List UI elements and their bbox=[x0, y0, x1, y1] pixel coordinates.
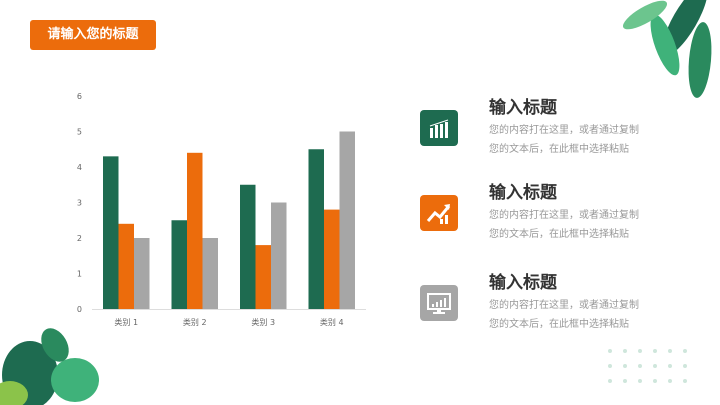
x-tick-label: 类别 4 bbox=[320, 317, 344, 327]
bar bbox=[202, 238, 218, 309]
bar bbox=[171, 220, 187, 309]
y-tick-label: 0 bbox=[77, 305, 82, 314]
bar bbox=[339, 131, 355, 309]
item-title: 输入标题 bbox=[489, 183, 557, 203]
bar bbox=[308, 149, 324, 309]
dot bbox=[623, 349, 627, 353]
item-text: 您的内容打在这里，或者通过复制 您的文本后，在此框中选择粘贴 bbox=[489, 210, 639, 240]
dot bbox=[683, 364, 687, 368]
bar bbox=[118, 223, 134, 309]
dot bbox=[683, 349, 687, 353]
x-tick-label: 类别 2 bbox=[183, 317, 207, 327]
dot bbox=[653, 379, 657, 383]
feature-item: 输入标题 您的内容打在这里，或者通过复制 您的文本后，在此框中选择粘贴 bbox=[420, 178, 680, 258]
item-text: 您的内容打在这里，或者通过复制 您的文本后，在此框中选择粘贴 bbox=[489, 125, 639, 155]
x-tick-label: 类别 3 bbox=[251, 317, 275, 327]
leaves-top-right bbox=[622, 0, 712, 98]
dot bbox=[608, 364, 612, 368]
item-title: 输入标题 bbox=[489, 273, 557, 293]
bar bbox=[271, 202, 287, 309]
dot bbox=[638, 364, 642, 368]
dot bbox=[668, 379, 672, 383]
trend-up-icon bbox=[420, 195, 458, 231]
dot bbox=[683, 379, 687, 383]
monitor-chart-icon bbox=[420, 285, 458, 321]
item-title: 输入标题 bbox=[489, 98, 557, 118]
leaves-bottom-left bbox=[0, 328, 99, 405]
dot bbox=[608, 349, 612, 353]
slide-title: 请输入您的标题 bbox=[30, 20, 156, 50]
y-tick-label: 3 bbox=[77, 199, 82, 208]
bar bbox=[187, 152, 203, 309]
bar bbox=[324, 209, 340, 309]
dot bbox=[638, 379, 642, 383]
y-tick-label: 5 bbox=[77, 128, 82, 137]
dot bbox=[638, 349, 642, 353]
feature-item: 输入标题 您的内容打在这里，或者通过复制 您的文本后，在此框中选择粘贴 bbox=[420, 93, 680, 173]
bar bbox=[134, 238, 150, 309]
dot bbox=[668, 364, 672, 368]
y-tick-label: 2 bbox=[77, 234, 82, 243]
x-tick-label: 类别 1 bbox=[114, 317, 138, 327]
bar bbox=[103, 156, 119, 309]
dot bbox=[623, 364, 627, 368]
dot bbox=[653, 364, 657, 368]
bar-chart: 0 1 2 3 4 5 6 类别 1 类别 2 类别 3 类别 4 bbox=[77, 92, 366, 327]
dot bbox=[623, 379, 627, 383]
dot bbox=[653, 349, 657, 353]
y-tick-label: 6 bbox=[77, 92, 82, 101]
bar bbox=[255, 245, 271, 309]
bar bbox=[240, 184, 256, 309]
y-tick-label: 1 bbox=[77, 270, 82, 279]
dot bbox=[668, 349, 672, 353]
dot bbox=[608, 379, 612, 383]
item-text: 您的内容打在这里，或者通过复制 您的文本后，在此框中选择粘贴 bbox=[489, 300, 639, 330]
bar-chart-icon bbox=[420, 110, 458, 146]
y-tick-label: 4 bbox=[77, 163, 82, 172]
feature-item: 输入标题 您的内容打在这里，或者通过复制 您的文本后，在此框中选择粘贴 bbox=[420, 268, 680, 348]
